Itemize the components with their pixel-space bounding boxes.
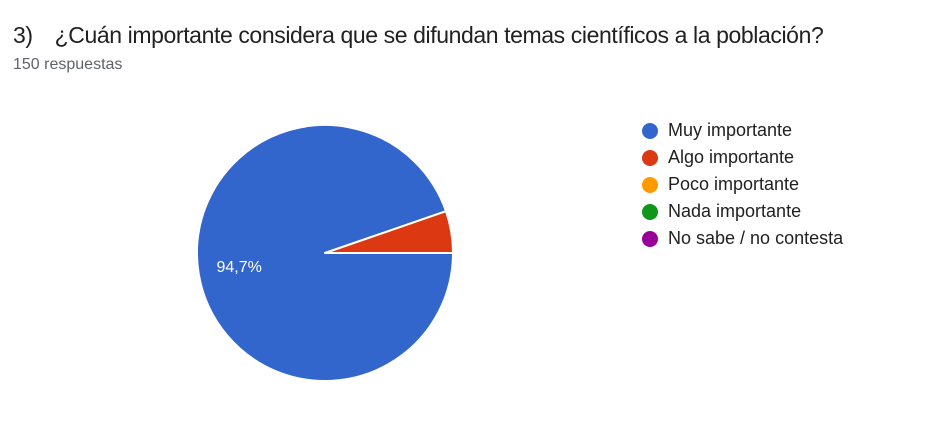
question-title: 3) ¿Cuán importante considera que se difu…: [13, 22, 824, 49]
legend-item-1: Algo importante: [642, 144, 843, 171]
legend-item-2: Poco importante: [642, 171, 843, 198]
legend-item-3: Nada importante: [642, 198, 843, 225]
legend-label: No sabe / no contesta: [668, 228, 844, 248]
pie-slices: [196, 124, 454, 382]
pie-slice-1[interactable]: [324, 210, 454, 254]
legend-color-dot: [642, 203, 658, 220]
legend-label: Algo importante: [668, 147, 795, 167]
legend-label: Poco importante: [668, 174, 800, 194]
legend-color-dot: [642, 176, 658, 193]
question-number: 3): [13, 22, 33, 48]
legend-item-0: Muy importante: [642, 117, 843, 144]
responses-count: 150 respuestas: [13, 56, 123, 73]
legend-label: Muy importante: [668, 120, 793, 140]
legend-color-dot: [642, 230, 658, 247]
pie-percent-label: 94,7%: [217, 259, 262, 276]
legend-item-4: No sabe / no contesta: [642, 225, 843, 252]
legend-label: Nada importante: [668, 201, 802, 221]
pie-chart: 94,7%: [196, 124, 454, 382]
question-text: ¿Cuán importante considera que se difund…: [54, 22, 824, 48]
legend-color-dot: [642, 149, 658, 166]
chart-legend: Muy importante Algo importante Poco import…: [642, 117, 843, 252]
legend-color-dot: [642, 122, 658, 139]
